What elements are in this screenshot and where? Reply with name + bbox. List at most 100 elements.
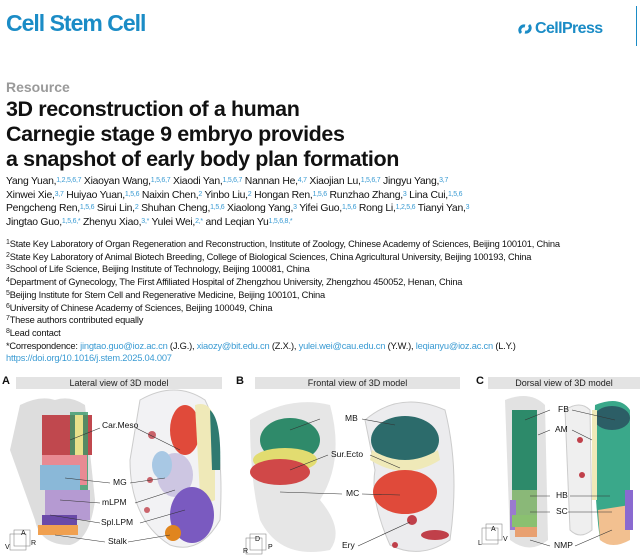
author-affiliation-marks[interactable]: 1,2,5,6,7 bbox=[56, 177, 82, 184]
author-affiliation-marks[interactable]: 1,5,6,* bbox=[61, 217, 81, 225]
affiliation: 2State Key Laboratory of Animal Biotech … bbox=[6, 251, 560, 264]
affiliation-number: 7 bbox=[6, 315, 10, 323]
article-type: Resource bbox=[6, 79, 70, 95]
author-name: and Leqian Yu bbox=[202, 216, 269, 228]
axis-label: A bbox=[21, 530, 26, 537]
label-car-meso: Car.Meso bbox=[102, 420, 139, 430]
embryo-3d-figure bbox=[9, 389, 633, 555]
author-affiliation-marks[interactable]: 1,5,6 bbox=[124, 190, 140, 198]
author-affiliation-marks[interactable]: 2 bbox=[247, 190, 252, 198]
panel-b-image bbox=[250, 401, 455, 552]
affiliation-number: 2 bbox=[6, 251, 10, 259]
panel-letter: A bbox=[2, 375, 10, 387]
author-affiliation-marks[interactable]: 1,5,6 bbox=[210, 204, 225, 212]
label-mg: MG bbox=[113, 477, 127, 487]
author-name: Yang Yuan, bbox=[6, 176, 57, 187]
correspondence: *Correspondence: jingtao.guo@ioz.ac.cn (… bbox=[6, 340, 560, 353]
author-affiliation-marks[interactable]: 2 bbox=[198, 190, 203, 198]
author-affiliation-marks[interactable]: 2 bbox=[134, 204, 139, 212]
email-owner: (Y.W.), bbox=[385, 340, 416, 351]
axis-label: R bbox=[243, 548, 249, 555]
author-name: Shuhan Cheng, bbox=[138, 203, 211, 215]
affiliation-text: Department of Gynecology, The First Affi… bbox=[9, 277, 463, 288]
author-name: Jingyu Yang, bbox=[380, 176, 440, 187]
author-affiliation-marks[interactable]: 3,7 bbox=[439, 177, 449, 184]
affiliation-text: State Key Laboratory of Animal Biotech B… bbox=[9, 251, 532, 262]
panel-letter: C bbox=[476, 375, 484, 387]
affiliation: 5Beijing Institute for Stem Cell and Reg… bbox=[6, 289, 560, 302]
axis-label: R bbox=[31, 540, 37, 547]
affiliation-number: 6 bbox=[6, 302, 10, 310]
author-affiliation-marks[interactable]: 3,7 bbox=[54, 190, 64, 198]
affiliation-text: University of Chinese Academy of Science… bbox=[9, 302, 273, 313]
affiliation-number: 8 bbox=[6, 327, 10, 335]
label-fb: FB bbox=[558, 404, 569, 414]
email-link[interactable]: jingtao.guo@ioz.ac.cn bbox=[80, 340, 168, 351]
author-affiliation-marks[interactable]: 2,* bbox=[195, 217, 203, 225]
email-link[interactable]: xiaozy@bit.edu.cn bbox=[196, 340, 270, 351]
author-affiliation-marks[interactable]: 4,7 bbox=[297, 177, 307, 184]
label-nmp: NMP bbox=[554, 540, 573, 550]
author-name: Zhenyu Xiao, bbox=[80, 216, 142, 228]
author-name: Nannan He, bbox=[242, 176, 298, 187]
label-hb: HB bbox=[556, 490, 568, 500]
author-affiliation-marks[interactable]: 1,5,6 bbox=[79, 204, 95, 212]
author-line: Xinwei Xie,3,7 Huiyao Yuan,1,5,6 Naixin … bbox=[6, 189, 469, 203]
email-link[interactable]: leqianyu@ioz.ac.cn bbox=[415, 340, 493, 351]
affiliation-text: State Key Laboratory of Organ Regenerati… bbox=[9, 239, 560, 249]
label-spl-lpm: Spl.LPM bbox=[101, 517, 134, 527]
affiliation: 4Department of Gynecology, The First Aff… bbox=[6, 276, 560, 289]
axis-label: D bbox=[255, 536, 261, 543]
label-sc: SC bbox=[556, 506, 568, 516]
affiliation: 6University of Chinese Academy of Scienc… bbox=[6, 302, 560, 315]
author-list: Yang Yuan,1,2,5,6,7 Xiaoyan Wang,1,5,6,7… bbox=[6, 175, 470, 230]
affiliation-text: Beijing Institute for Stem Cell and Rege… bbox=[9, 289, 325, 300]
publisher-logo: CellPress bbox=[518, 20, 603, 38]
author-affiliation-marks[interactable]: 1,5,6,7 bbox=[222, 177, 243, 184]
cellpress-logo-icon bbox=[518, 23, 532, 35]
affiliation-text: These authors contributed equally bbox=[9, 315, 144, 326]
author-affiliation-marks[interactable]: 3 bbox=[465, 204, 470, 212]
author-name: Yinbo Liu, bbox=[202, 189, 248, 201]
author-affiliation-marks[interactable]: 1,5,6 bbox=[341, 204, 357, 212]
axis-label: V bbox=[5, 544, 10, 551]
panel-a-image bbox=[10, 389, 222, 548]
correspondence-prefix: *Correspondence: bbox=[6, 340, 81, 351]
email-link[interactable]: yulei.wei@cau.edu.cn bbox=[298, 340, 386, 351]
author-affiliation-marks[interactable]: 1,5,6,7 bbox=[360, 177, 381, 184]
author-name: Tianyi Yan, bbox=[415, 203, 466, 215]
author-affiliation-marks[interactable]: 1,5,6 bbox=[312, 190, 328, 198]
doi-link[interactable]: https://doi.org/10.1016/j.stem.2025.04.0… bbox=[6, 353, 172, 364]
title-line: 3D reconstruction of a human bbox=[6, 97, 300, 121]
author-name: Sirui Lin, bbox=[94, 203, 135, 215]
affiliation: 8Lead contact bbox=[6, 327, 560, 340]
panel-c-image bbox=[505, 396, 633, 548]
label-mb: MB bbox=[345, 413, 358, 423]
label-ery: Ery bbox=[342, 540, 355, 550]
author-name: Yifei Guo, bbox=[296, 203, 342, 215]
author-affiliation-marks[interactable]: 1,5,6,7 bbox=[150, 177, 171, 184]
author-affiliation-marks[interactable]: 3 bbox=[402, 190, 407, 198]
author-name: Huiyao Yuan, bbox=[63, 189, 125, 201]
author-affiliation-marks[interactable]: 1,5,6 bbox=[447, 190, 463, 198]
author-name: Pengcheng Ren, bbox=[6, 203, 80, 215]
author-line: Jingtao Guo,1,5,6,* Zhenyu Xiao,3,* Yule… bbox=[6, 216, 469, 230]
panel-title: Dorsal view of 3D model bbox=[488, 377, 640, 389]
journal-name: Cell Stem Cell bbox=[6, 10, 146, 36]
author-affiliation-marks[interactable]: 3,* bbox=[141, 217, 150, 225]
affiliation-text: School of Life Science, Beijing Institut… bbox=[9, 264, 310, 275]
email-owner: (Z.X.), bbox=[269, 340, 299, 351]
divider bbox=[636, 6, 637, 46]
author-affiliation-marks[interactable]: 1,2,5,6 bbox=[395, 204, 416, 212]
axis-label: P bbox=[268, 544, 273, 551]
label-mlpm: mLPM bbox=[102, 497, 127, 507]
author-affiliation-marks[interactable]: 3 bbox=[293, 204, 297, 212]
label-mc: MC bbox=[346, 488, 360, 498]
author-name: Xinwei Xie, bbox=[6, 189, 55, 201]
author-affiliation-marks[interactable]: 1,5,6,8,* bbox=[268, 217, 293, 225]
affiliation-text: Lead contact bbox=[9, 327, 61, 338]
affiliation-number: 4 bbox=[6, 277, 10, 285]
affiliation: 1State Key Laboratory of Organ Regenerat… bbox=[6, 238, 560, 251]
author-name: Xiaolong Yang, bbox=[224, 203, 294, 215]
orientation-cubes bbox=[9, 523, 503, 555]
